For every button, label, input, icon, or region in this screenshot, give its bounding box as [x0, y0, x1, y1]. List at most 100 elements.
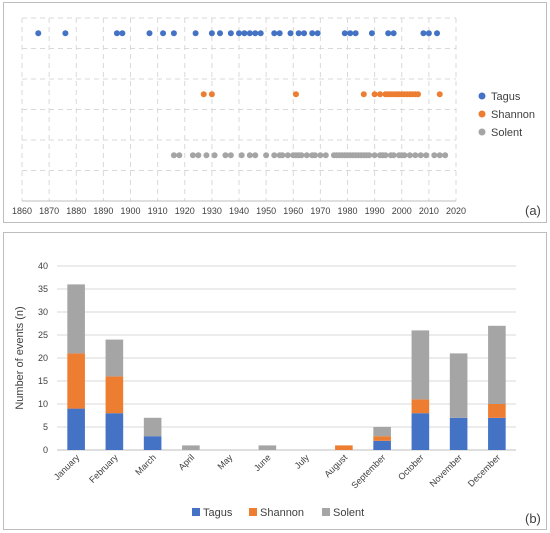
- data-point-tagus: [287, 30, 294, 37]
- bar-segment-tagus: [373, 440, 391, 450]
- y-tick-label: 25: [38, 330, 48, 340]
- data-point-solent: [176, 152, 183, 159]
- y-tick-label: 15: [38, 376, 48, 386]
- y-tick-label: 35: [38, 284, 48, 294]
- data-point-tagus: [385, 30, 392, 37]
- data-point-tagus: [301, 30, 308, 37]
- data-point-solent: [298, 152, 305, 159]
- bar-segment-solent: [488, 325, 506, 404]
- x-tick-label: 1930: [202, 206, 222, 216]
- data-point-solent: [170, 152, 177, 159]
- x-tick-label: 2020: [446, 206, 466, 216]
- data-point-shannon: [360, 91, 367, 98]
- data-point-solent: [412, 152, 419, 159]
- data-point-tagus: [217, 30, 224, 37]
- data-point-shannon: [200, 91, 207, 98]
- data-point-solent: [303, 152, 310, 159]
- bar-segment-solent: [258, 445, 277, 450]
- x-tick-label: 1980: [337, 206, 357, 216]
- data-point-solent: [263, 152, 270, 159]
- data-point-solent: [431, 152, 438, 159]
- data-point-solent: [423, 152, 430, 159]
- timeline-chart: 1860 1870 1880 1890 1900 1910 1920 1930 1940 1950…: [12, 17, 541, 218]
- data-point-solent: [246, 152, 253, 159]
- data-point-solent: [382, 152, 389, 159]
- bar-segment-shannon: [411, 399, 430, 414]
- data-point-tagus: [425, 30, 432, 37]
- bar-segment-solent: [182, 445, 200, 450]
- bar-segment-solent: [105, 339, 124, 377]
- data-point-tagus: [146, 30, 153, 37]
- data-point-tagus: [192, 30, 199, 37]
- data-point-tagus: [160, 30, 167, 37]
- y-tick-label: 0: [43, 445, 48, 455]
- data-point-shannon: [371, 91, 378, 98]
- data-point-solent: [401, 152, 408, 159]
- y-tick-label: 20: [38, 353, 48, 363]
- x-tick-label: 1970: [310, 206, 330, 216]
- x-tick-label: May: [215, 452, 234, 471]
- legend-label-solent: Solent: [491, 127, 522, 139]
- x-tick-label: August: [322, 452, 349, 479]
- bar-segment-tagus: [105, 413, 124, 450]
- x-tick-label: 1900: [120, 206, 140, 216]
- data-point-tagus: [368, 30, 375, 37]
- bar-segment-tagus: [449, 417, 468, 450]
- data-point-tagus: [113, 30, 120, 37]
- data-point-solent: [222, 152, 229, 159]
- x-tick-label: 1860: [12, 206, 32, 216]
- monthly-bar-panel: 0 5 10 15 20 25 30 35 40 Number of events (n) Janu…: [3, 232, 547, 530]
- data-point-tagus: [35, 30, 42, 37]
- data-point-solent: [371, 152, 378, 159]
- x-tick-label: 1870: [39, 206, 59, 216]
- y-axis-title: Number of events (n): [14, 306, 26, 409]
- x-tick-label: 1880: [66, 206, 86, 216]
- data-point-tagus: [341, 30, 348, 37]
- data-point-solent: [436, 152, 443, 159]
- legend-marker-solent: [322, 508, 330, 516]
- x-tick-label: 2000: [392, 206, 412, 216]
- bar-segment-solent: [373, 427, 391, 437]
- x-tick-label: January: [52, 452, 82, 482]
- legend-label-shannon: Shannon: [260, 507, 304, 519]
- data-point-solent: [227, 152, 234, 159]
- x-tick-label: 1990: [365, 206, 385, 216]
- bar-segment-shannon: [335, 445, 353, 450]
- bar-segment-tagus: [411, 413, 430, 450]
- bar-segment-shannon: [105, 376, 124, 414]
- data-point-shannon: [436, 91, 443, 98]
- x-tick-label: July: [293, 452, 312, 471]
- data-point-tagus: [208, 30, 215, 37]
- panel-label-b: (b): [525, 511, 541, 526]
- data-point-tagus: [295, 30, 302, 37]
- data-point-tagus: [62, 30, 69, 37]
- data-point-tagus: [227, 30, 234, 37]
- legend-label-shannon: Shannon: [491, 109, 535, 121]
- y-tick-label: 40: [38, 261, 48, 271]
- legend-marker-shannon: [478, 110, 486, 118]
- x-tick-label: 1950: [256, 206, 276, 216]
- data-point-tagus: [119, 30, 126, 37]
- panel-label-a: (a): [525, 203, 541, 218]
- data-point-tagus: [257, 30, 264, 37]
- x-tick-label: December: [466, 452, 502, 488]
- data-point-solent: [189, 152, 196, 159]
- data-point-tagus: [434, 30, 441, 37]
- data-point-solent: [279, 152, 286, 159]
- bar-segment-tagus: [488, 417, 506, 450]
- bar-segment-solent: [449, 353, 468, 418]
- legend-label-tagus: Tagus: [491, 91, 521, 103]
- data-point-tagus: [241, 30, 248, 37]
- timeline-panel: 1860 1870 1880 1890 1900 1910 1920 1930 1940 1950…: [3, 2, 547, 223]
- data-point-solent: [203, 152, 210, 159]
- data-point-shannon: [292, 91, 299, 98]
- legend-marker-tagus: [192, 508, 200, 516]
- data-point-tagus: [170, 30, 177, 37]
- data-point-solent: [284, 152, 291, 159]
- y-tick-label: 10: [38, 399, 48, 409]
- x-tick-label: April: [176, 452, 196, 472]
- x-tick-label: October: [396, 452, 426, 482]
- data-point-tagus: [347, 30, 354, 37]
- data-point-solent: [406, 152, 413, 159]
- data-point-shannon: [377, 91, 384, 98]
